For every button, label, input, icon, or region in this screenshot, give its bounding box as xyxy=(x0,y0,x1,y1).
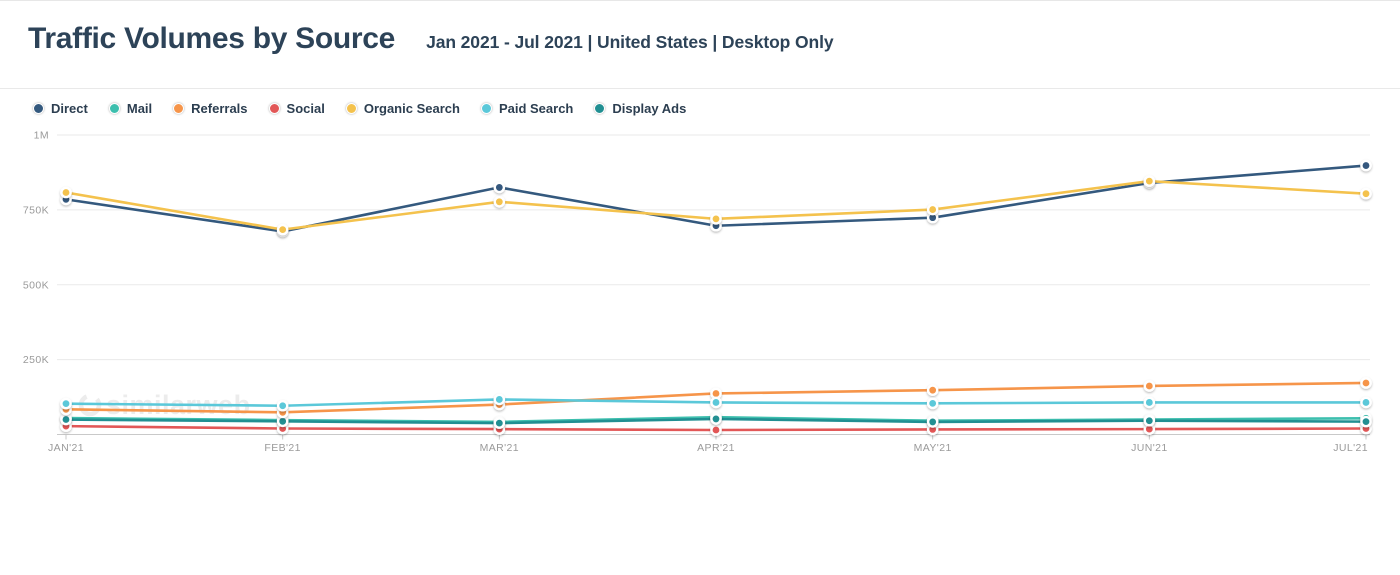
data-point-paid-search-feb-21[interactable] xyxy=(276,399,289,412)
data-point-paid-search-may-21[interactable] xyxy=(926,397,939,410)
data-point-organic-search-jul-21[interactable] xyxy=(1360,187,1372,200)
data-point-paid-search-jun-21[interactable] xyxy=(1143,396,1156,409)
data-point-display-ads-jun-21[interactable] xyxy=(1143,414,1156,427)
legend-label: Paid Search xyxy=(498,100,574,116)
page-subtitle: Jan 2021 - Jul 2021 | United States | De… xyxy=(426,32,834,52)
data-point-referrals-may-21[interactable] xyxy=(926,384,939,396)
data-point-display-ads-jan-21[interactable] xyxy=(60,413,72,426)
legend-swatch-social-icon xyxy=(268,102,280,114)
legend-item-mail[interactable]: Mail xyxy=(108,100,153,116)
data-point-direct-mar-21[interactable] xyxy=(493,181,506,194)
data-point-organic-search-mar-21[interactable] xyxy=(493,195,506,208)
legend-swatch-paid-search-icon xyxy=(480,102,492,114)
legend-item-social[interactable]: Social xyxy=(268,100,325,116)
data-point-organic-search-may-21[interactable] xyxy=(926,203,939,216)
legend-label: Social xyxy=(286,100,325,116)
data-point-organic-search-jan-21[interactable] xyxy=(60,186,72,199)
legend-item-paid-search[interactable]: Paid Search xyxy=(480,100,574,116)
legend-label: Direct xyxy=(51,100,88,116)
y-axis-label-500K: 500K xyxy=(23,279,49,291)
data-point-paid-search-jan-21[interactable] xyxy=(60,397,72,410)
legend-swatch-referrals-icon xyxy=(173,102,185,114)
data-point-paid-search-mar-21[interactable] xyxy=(493,393,506,406)
data-point-referrals-jul-21[interactable] xyxy=(1360,377,1372,389)
data-point-social-apr-21[interactable] xyxy=(710,424,722,436)
legend-swatch-direct-icon xyxy=(33,102,44,114)
x-axis-label-jun-21: JUN'21 xyxy=(1131,442,1168,454)
x-axis-label-jul-21: JUL'21 xyxy=(1333,442,1368,454)
x-axis-label-mar-21: MAR'21 xyxy=(480,442,519,454)
data-point-display-ads-apr-21[interactable] xyxy=(710,413,722,425)
data-point-direct-jul-21[interactable] xyxy=(1360,159,1372,172)
legend-item-referrals[interactable]: Referrals xyxy=(173,100,248,116)
legend-label: Organic Search xyxy=(363,100,460,116)
legend-label: Mail xyxy=(126,100,153,116)
x-axis-label-jan-21: JAN'21 xyxy=(48,442,84,454)
legend-swatch-mail-icon xyxy=(108,102,120,114)
legend-swatch-organic-search-icon xyxy=(345,102,357,114)
data-point-paid-search-jul-21[interactable] xyxy=(1360,396,1372,409)
legend-swatch-display-ads-icon xyxy=(594,102,606,114)
legend-label: Referrals xyxy=(191,100,248,116)
data-point-organic-search-jun-21[interactable] xyxy=(1143,175,1156,187)
data-point-display-ads-mar-21[interactable] xyxy=(493,417,506,429)
page-title: Traffic Volumes by Source xyxy=(28,22,396,55)
x-axis-label-apr-21: APR'21 xyxy=(697,442,735,454)
legend-label: Display Ads xyxy=(612,100,687,116)
chart-legend: Direct Mail Referrals Social Organic Search P… xyxy=(0,89,1400,116)
data-point-referrals-jun-21[interactable] xyxy=(1143,380,1156,392)
data-point-display-ads-jul-21[interactable] xyxy=(1360,415,1372,428)
legend-item-organic-search[interactable]: Organic Search xyxy=(345,100,460,116)
header: Traffic Volumes by Source Jan 2021 - Jul… xyxy=(0,1,1400,89)
data-point-organic-search-apr-21[interactable] xyxy=(710,213,722,225)
data-point-display-ads-may-21[interactable] xyxy=(926,416,939,428)
data-point-paid-search-apr-21[interactable] xyxy=(710,396,722,409)
legend-item-direct[interactable]: Direct xyxy=(33,101,88,116)
y-axis-label-250K: 250K xyxy=(23,354,49,366)
data-point-organic-search-feb-21[interactable] xyxy=(276,223,289,236)
y-axis-label-1M: 1M xyxy=(34,130,49,142)
y-axis-label-750K: 750K xyxy=(23,204,49,216)
traffic-volumes-chart: similarweb 250K 500K 750K 1M JAN'21 FEB'21 MAR'… xyxy=(0,117,1400,564)
legend-item-display-ads[interactable]: Display Ads xyxy=(594,101,686,116)
x-axis-label-feb-21: FEB'21 xyxy=(264,442,301,454)
x-axis-label-may-21: MAY'21 xyxy=(914,442,952,454)
